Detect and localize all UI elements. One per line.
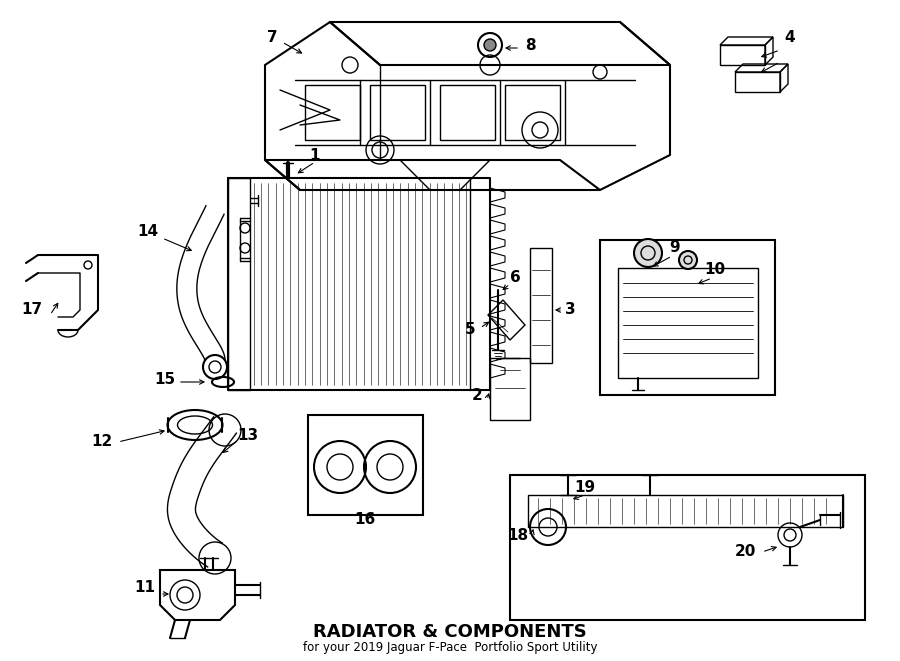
Bar	[308, 415, 423, 515]
Text: 13: 13	[238, 428, 258, 442]
Text: 7: 7	[266, 30, 277, 46]
Text: 6: 6	[509, 270, 520, 286]
Bar	[490, 358, 530, 420]
Bar	[528, 495, 843, 527]
Text: 14: 14	[138, 225, 158, 239]
Text: 12: 12	[92, 434, 112, 449]
Text: RADIATOR & COMPONENTS: RADIATOR & COMPONENTS	[313, 623, 587, 641]
Bar	[305, 85, 360, 140]
Bar	[370, 85, 425, 140]
Bar	[530, 248, 552, 363]
Text: 8: 8	[525, 38, 535, 52]
Text: 19: 19	[574, 481, 596, 496]
Circle shape	[679, 251, 697, 269]
Circle shape	[484, 39, 496, 51]
Bar	[440, 85, 495, 140]
Text: 4: 4	[785, 30, 796, 46]
Text: 17: 17	[22, 303, 42, 317]
Circle shape	[84, 261, 92, 269]
Text: 16: 16	[355, 512, 375, 527]
Text: 3: 3	[564, 303, 575, 317]
Text: 15: 15	[155, 373, 176, 387]
Bar	[510, 475, 865, 620]
Text: 5: 5	[464, 323, 475, 338]
Circle shape	[634, 239, 662, 267]
Text: 18: 18	[508, 527, 528, 543]
Text: 20: 20	[734, 545, 756, 559]
Bar	[505, 85, 560, 140]
Text: 1: 1	[310, 147, 320, 163]
Text: 9: 9	[670, 241, 680, 256]
Bar	[600, 240, 775, 395]
Text: 10: 10	[705, 262, 725, 278]
Text: 11: 11	[134, 580, 156, 596]
Text: for your 2019 Jaguar F-Pace  Portfolio Sport Utility: for your 2019 Jaguar F-Pace Portfolio Sp…	[302, 641, 598, 654]
Text: 2: 2	[472, 387, 482, 403]
